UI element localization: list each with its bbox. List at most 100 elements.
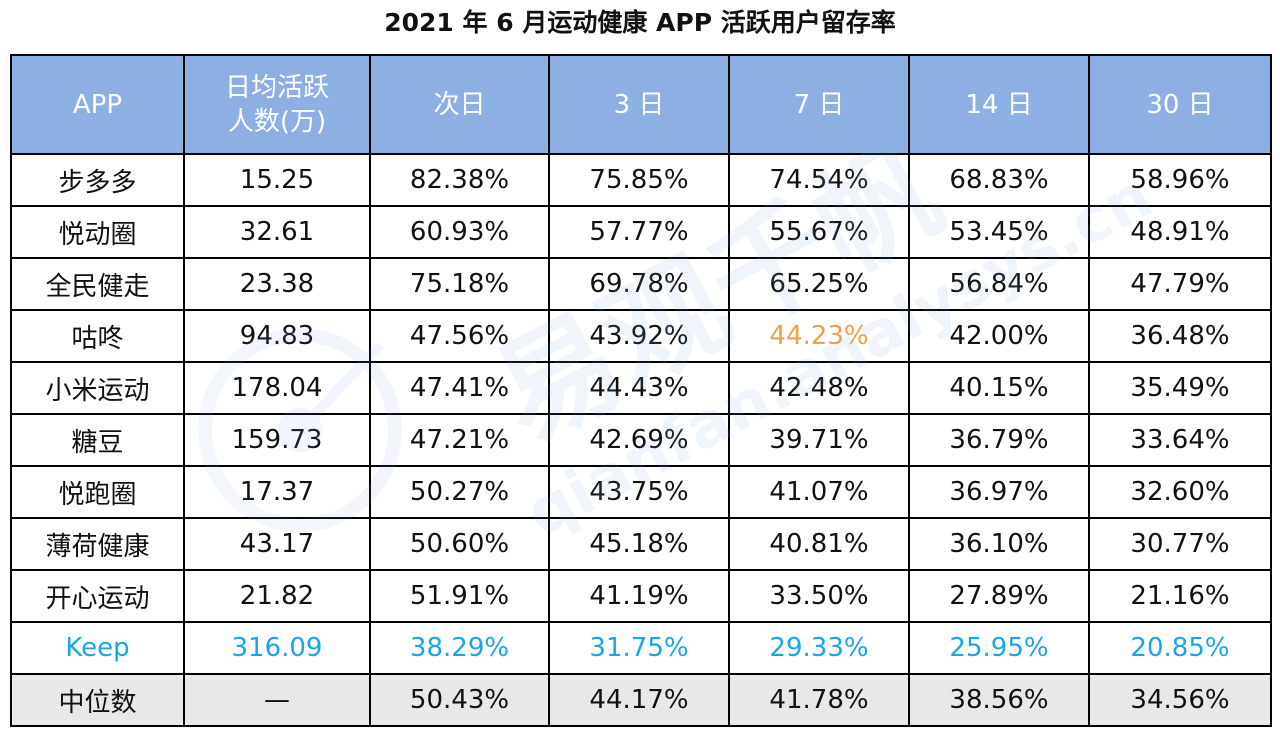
header-row: APP 日均活跃 人数(万) 次日 3 日 7 日 14 日 30 日 bbox=[10, 54, 1272, 155]
table-row: 全民健走 23.38 75.18% 69.78% 65.25% 56.84% 47.79% bbox=[10, 257, 1272, 311]
cell-app: 薄荷健康 bbox=[10, 517, 185, 571]
cell-d3: 45.18% bbox=[548, 517, 730, 571]
cell-app: 小米运动 bbox=[10, 361, 185, 415]
cell-d1: 82.38% bbox=[369, 153, 550, 207]
cell-d1: 47.21% bbox=[369, 413, 550, 467]
col-header-dau-line1: 日均活跃 bbox=[224, 72, 329, 103]
cell-d3: 43.92% bbox=[548, 309, 730, 363]
cell-app: 开心运动 bbox=[10, 569, 185, 623]
cell-d1: 60.93% bbox=[369, 205, 550, 259]
cell-d7: 33.50% bbox=[728, 569, 910, 623]
col-header-dau: 日均活跃 人数(万) bbox=[183, 54, 371, 155]
cell-dau: — bbox=[183, 673, 371, 727]
cell-d1: 50.60% bbox=[369, 517, 550, 571]
cell-d7: 42.48% bbox=[728, 361, 910, 415]
cell-d30: 58.96% bbox=[1088, 153, 1272, 207]
table-row: 悦动圈 32.61 60.93% 57.77% 55.67% 53.45% 48.91% bbox=[10, 205, 1272, 259]
cell-d14: 68.83% bbox=[908, 153, 1090, 207]
table-row: Keep 316.09 38.29% 31.75% 29.33% 25.95% 20.85% bbox=[10, 621, 1272, 675]
cell-d14: 36.97% bbox=[908, 465, 1090, 519]
col-header-d7: 7 日 bbox=[728, 54, 910, 155]
cell-dau: 43.17 bbox=[183, 517, 371, 571]
cell-d3: 43.75% bbox=[548, 465, 730, 519]
table-row: 小米运动 178.04 47.41% 44.43% 42.48% 40.15% 35.49% bbox=[10, 361, 1272, 415]
col-header-d3: 3 日 bbox=[548, 54, 730, 155]
cell-app: 步多多 bbox=[10, 153, 185, 207]
cell-d14: 36.79% bbox=[908, 413, 1090, 467]
table-row: 悦跑圈 17.37 50.27% 43.75% 41.07% 36.97% 32.60% bbox=[10, 465, 1272, 519]
cell-d30: 21.16% bbox=[1088, 569, 1272, 623]
cell-app: 咕咚 bbox=[10, 309, 185, 363]
cell-app: 中位数 bbox=[10, 673, 185, 727]
table-row: 薄荷健康 43.17 50.60% 45.18% 40.81% 36.10% 30.77% bbox=[10, 517, 1272, 571]
cell-d3: 44.43% bbox=[548, 361, 730, 415]
table-row: 步多多 15.25 82.38% 75.85% 74.54% 68.83% 58.96% bbox=[10, 153, 1272, 207]
cell-d3: 57.77% bbox=[548, 205, 730, 259]
cell-app: 全民健走 bbox=[10, 257, 185, 311]
col-header-d1: 次日 bbox=[369, 54, 550, 155]
cell-d1: 75.18% bbox=[369, 257, 550, 311]
cell-dau: 316.09 bbox=[183, 621, 371, 675]
table-title: 2021 年 6 月运动健康 APP 活跃用户留存率 bbox=[384, 8, 896, 37]
col-header-d30: 30 日 bbox=[1088, 54, 1272, 155]
cell-d3: 75.85% bbox=[548, 153, 730, 207]
cell-dau: 94.83 bbox=[183, 309, 371, 363]
cell-d3: 42.69% bbox=[548, 413, 730, 467]
cell-d7: 41.78% bbox=[728, 673, 910, 727]
cell-d3: 44.17% bbox=[548, 673, 730, 727]
cell-d14: 27.89% bbox=[908, 569, 1090, 623]
cell-d30: 35.49% bbox=[1088, 361, 1272, 415]
cell-d1: 50.43% bbox=[369, 673, 550, 727]
cell-d14: 40.15% bbox=[908, 361, 1090, 415]
cell-d7: 65.25% bbox=[728, 257, 910, 311]
cell-d30: 48.91% bbox=[1088, 205, 1272, 259]
cell-dau: 17.37 bbox=[183, 465, 371, 519]
cell-d30: 20.85% bbox=[1088, 621, 1272, 675]
cell-dau: 159.73 bbox=[183, 413, 371, 467]
cell-d7: 55.67% bbox=[728, 205, 910, 259]
cell-d7: 44.23% bbox=[728, 309, 910, 363]
cell-d7: 41.07% bbox=[728, 465, 910, 519]
cell-d7: 74.54% bbox=[728, 153, 910, 207]
cell-d1: 50.27% bbox=[369, 465, 550, 519]
cell-d30: 36.48% bbox=[1088, 309, 1272, 363]
cell-d7: 39.71% bbox=[728, 413, 910, 467]
cell-d1: 47.56% bbox=[369, 309, 550, 363]
cell-d14: 25.95% bbox=[908, 621, 1090, 675]
cell-app: 糖豆 bbox=[10, 413, 185, 467]
table-row: 糖豆 159.73 47.21% 42.69% 39.71% 36.79% 33.64% bbox=[10, 413, 1272, 467]
cell-dau: 21.82 bbox=[183, 569, 371, 623]
cell-d3: 41.19% bbox=[548, 569, 730, 623]
table-row: 咕咚 94.83 47.56% 43.92% 44.23% 42.00% 36.48% bbox=[10, 309, 1272, 363]
col-header-d14: 14 日 bbox=[908, 54, 1090, 155]
cell-d1: 38.29% bbox=[369, 621, 550, 675]
cell-d30: 47.79% bbox=[1088, 257, 1272, 311]
cell-d3: 69.78% bbox=[548, 257, 730, 311]
cell-d7: 40.81% bbox=[728, 517, 910, 571]
cell-d14: 36.10% bbox=[908, 517, 1090, 571]
cell-d30: 32.60% bbox=[1088, 465, 1272, 519]
cell-d7: 29.33% bbox=[728, 621, 910, 675]
cell-app: 悦动圈 bbox=[10, 205, 185, 259]
cell-dau: 15.25 bbox=[183, 153, 371, 207]
table-body: 步多多 15.25 82.38% 75.85% 74.54% 68.83% 58.96% 悦动… bbox=[10, 153, 1272, 727]
col-header-app: APP bbox=[10, 54, 185, 155]
col-header-dau-line2: 人数(万) bbox=[227, 106, 327, 137]
retention-table: APP 日均活跃 人数(万) 次日 3 日 7 日 14 日 30 日 步多多 1… bbox=[10, 54, 1272, 727]
cell-d30: 30.77% bbox=[1088, 517, 1272, 571]
cell-d14: 38.56% bbox=[908, 673, 1090, 727]
cell-d14: 53.45% bbox=[908, 205, 1090, 259]
cell-d30: 33.64% bbox=[1088, 413, 1272, 467]
cell-app: Keep bbox=[10, 621, 185, 675]
cell-d1: 51.91% bbox=[369, 569, 550, 623]
cell-d3: 31.75% bbox=[548, 621, 730, 675]
cell-d14: 42.00% bbox=[908, 309, 1090, 363]
cell-app: 悦跑圈 bbox=[10, 465, 185, 519]
cell-dau: 32.61 bbox=[183, 205, 371, 259]
cell-d30: 34.56% bbox=[1088, 673, 1272, 727]
cell-d14: 56.84% bbox=[908, 257, 1090, 311]
cell-dau: 23.38 bbox=[183, 257, 371, 311]
table-row: 开心运动 21.82 51.91% 41.19% 33.50% 27.89% 21.16% bbox=[10, 569, 1272, 623]
cell-dau: 178.04 bbox=[183, 361, 371, 415]
median-row: 中位数 —50.43% 44.17% 41.78% 38.56% 34.56% bbox=[10, 673, 1272, 727]
